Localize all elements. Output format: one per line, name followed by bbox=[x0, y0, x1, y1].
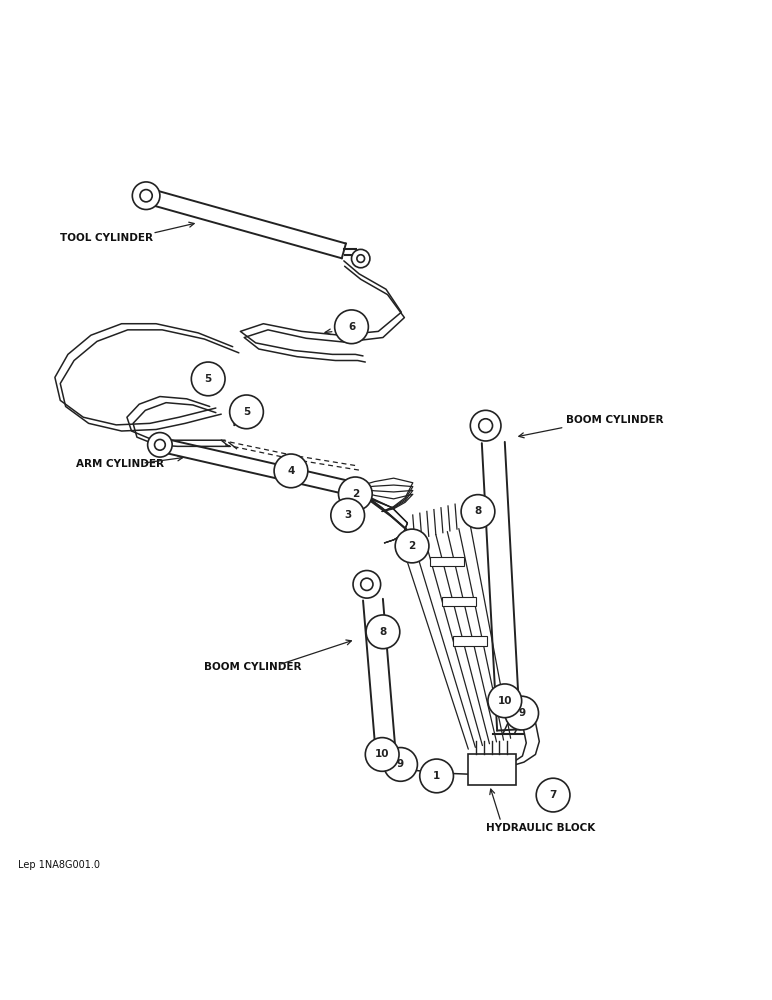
Text: 7: 7 bbox=[550, 790, 557, 800]
Circle shape bbox=[488, 684, 522, 718]
Circle shape bbox=[366, 615, 400, 649]
Circle shape bbox=[505, 696, 539, 730]
Text: 2: 2 bbox=[408, 541, 415, 551]
Bar bbox=[431, 557, 464, 566]
Circle shape bbox=[540, 779, 567, 807]
Circle shape bbox=[361, 578, 373, 590]
Bar bbox=[453, 636, 487, 646]
Circle shape bbox=[351, 249, 370, 268]
Circle shape bbox=[355, 486, 363, 494]
Text: 1: 1 bbox=[433, 771, 440, 781]
Circle shape bbox=[350, 481, 368, 499]
Circle shape bbox=[461, 495, 495, 528]
Text: HYDRAULIC BLOCK: HYDRAULIC BLOCK bbox=[486, 823, 595, 833]
Bar bbox=[468, 754, 516, 785]
Circle shape bbox=[365, 738, 399, 771]
Circle shape bbox=[537, 778, 570, 812]
Circle shape bbox=[140, 190, 152, 202]
Circle shape bbox=[147, 433, 172, 457]
Circle shape bbox=[229, 395, 263, 429]
Text: BOOM CYLINDER: BOOM CYLINDER bbox=[566, 415, 664, 425]
Text: 2: 2 bbox=[352, 489, 359, 499]
Text: 6: 6 bbox=[348, 322, 355, 332]
Text: Lep 1NA8G001.0: Lep 1NA8G001.0 bbox=[18, 860, 100, 870]
Text: 5: 5 bbox=[205, 374, 212, 384]
Circle shape bbox=[132, 182, 160, 210]
Circle shape bbox=[547, 787, 559, 799]
Text: 9: 9 bbox=[518, 708, 525, 718]
Text: BOOM CYLINDER: BOOM CYLINDER bbox=[204, 662, 301, 672]
Text: TOOL CYLINDER: TOOL CYLINDER bbox=[60, 233, 154, 243]
Text: 8: 8 bbox=[474, 506, 482, 516]
Circle shape bbox=[274, 454, 308, 488]
Text: 10: 10 bbox=[497, 696, 512, 706]
Circle shape bbox=[470, 410, 501, 441]
Bar bbox=[442, 597, 476, 606]
Circle shape bbox=[384, 748, 418, 781]
Text: ARM CYLINDER: ARM CYLINDER bbox=[76, 459, 164, 469]
Circle shape bbox=[479, 419, 493, 433]
Circle shape bbox=[331, 498, 364, 532]
Circle shape bbox=[191, 362, 225, 396]
Circle shape bbox=[357, 255, 364, 262]
Text: 5: 5 bbox=[243, 407, 250, 417]
Circle shape bbox=[353, 571, 381, 598]
Text: 4: 4 bbox=[287, 466, 295, 476]
Circle shape bbox=[338, 477, 372, 511]
Circle shape bbox=[420, 759, 453, 793]
Circle shape bbox=[395, 529, 429, 563]
Text: 3: 3 bbox=[344, 510, 351, 520]
Circle shape bbox=[378, 753, 394, 768]
Circle shape bbox=[154, 439, 165, 450]
Text: 8: 8 bbox=[379, 627, 387, 637]
Circle shape bbox=[334, 310, 368, 344]
Text: 10: 10 bbox=[375, 749, 389, 759]
Text: 9: 9 bbox=[397, 759, 404, 769]
